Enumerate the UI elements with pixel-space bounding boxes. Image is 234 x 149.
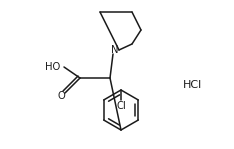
Text: O: O <box>57 91 65 101</box>
Text: HO: HO <box>45 62 60 72</box>
Text: N: N <box>111 45 119 55</box>
Text: HCl: HCl <box>183 80 203 90</box>
Text: Cl: Cl <box>116 101 126 111</box>
